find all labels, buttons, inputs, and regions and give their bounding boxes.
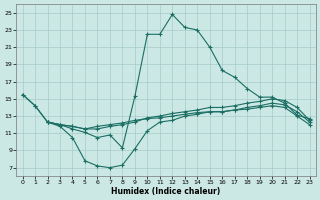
X-axis label: Humidex (Indice chaleur): Humidex (Indice chaleur) xyxy=(111,187,221,196)
